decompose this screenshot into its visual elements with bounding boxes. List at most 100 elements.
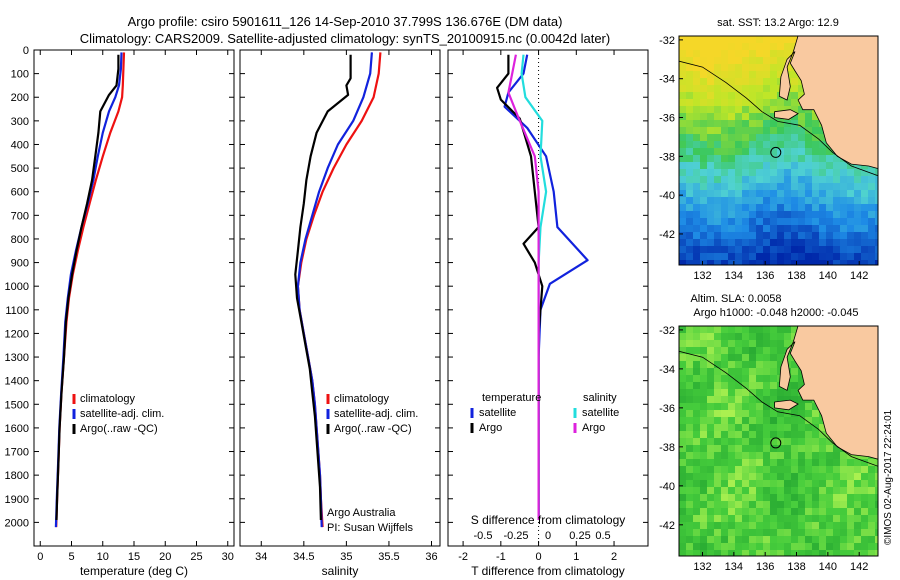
- sst-map-cell: [700, 134, 708, 142]
- sst-map-cell: [707, 169, 715, 177]
- sla-map-cell: [735, 494, 743, 502]
- sst-map-cell: [763, 239, 771, 247]
- sst-map-cell: [777, 218, 785, 226]
- sst-map-cell: [763, 232, 771, 240]
- sla-map-cell: [693, 375, 701, 383]
- sla-map-cell: [700, 494, 708, 502]
- sst-map-cell: [770, 155, 778, 163]
- sst-map-cell: [763, 162, 771, 170]
- sla-map-cell: [749, 333, 757, 341]
- sla-map-cell: [868, 473, 876, 481]
- sla-map-cell: [721, 354, 729, 362]
- sst-map-cell: [749, 176, 757, 184]
- sst-map-cell: [735, 134, 743, 142]
- sla-map-cell: [812, 438, 820, 446]
- sla-map-cell: [721, 515, 729, 523]
- sst-map-cell: [875, 232, 878, 240]
- sla-map-cell: [875, 501, 878, 509]
- sst-map-cell: [854, 190, 862, 198]
- sla-map-cell: [714, 382, 722, 390]
- sla-map-cell: [805, 431, 813, 439]
- sla-map-cell: [861, 480, 869, 488]
- sla-map-cell: [798, 403, 806, 411]
- sst-map-cell: [826, 253, 834, 261]
- sst-map-cell: [875, 197, 878, 205]
- sla-map-cell: [847, 466, 855, 474]
- salinity-frame: [239, 49, 441, 547]
- sla-map-cell: [847, 536, 855, 544]
- sst-map-cell: [728, 246, 736, 254]
- sst-map-cell: [742, 253, 750, 261]
- sla-map-cell: [868, 522, 876, 530]
- sla-map-cell: [735, 340, 743, 348]
- sst-map-cell: [756, 92, 764, 100]
- sla-map-cell: [735, 424, 743, 432]
- s-diff-tick-label: -0.25: [503, 530, 528, 542]
- sst-map-cell: [798, 141, 806, 149]
- sst-map-cell: [875, 169, 878, 177]
- sst-map-cell: [679, 225, 687, 233]
- sla-map-cell: [721, 431, 729, 439]
- sla-map-cell: [777, 410, 785, 418]
- sst-map-cell: [777, 260, 785, 265]
- sst-map-cell: [861, 232, 869, 240]
- sst-map-cell: [812, 197, 820, 205]
- sst-map-cell: [686, 106, 694, 114]
- sst-map-cell: [735, 253, 743, 261]
- sst-map-cell: [826, 176, 834, 184]
- sla-map-cell: [686, 424, 694, 432]
- sla-map-cell: [854, 452, 862, 460]
- sla-map-cell: [798, 431, 806, 439]
- sla-map-cell: [840, 494, 848, 502]
- sst-map-cell: [812, 211, 820, 219]
- sst-map-cell: [847, 225, 855, 233]
- sst-map-cell: [875, 190, 878, 198]
- sla-map-cell: [756, 501, 764, 509]
- sla-map-cell: [700, 340, 708, 348]
- sla-map-cell: [735, 333, 743, 341]
- sla-map-cell: [679, 424, 687, 432]
- sla-map-cell: [714, 438, 722, 446]
- sla-map-cell: [693, 473, 701, 481]
- sla-map-cell: [686, 452, 694, 460]
- sst-map-cell: [686, 211, 694, 219]
- sla-map-cell: [819, 508, 827, 516]
- sst-map-cell: [721, 232, 729, 240]
- sst-map-cell: [707, 92, 715, 100]
- sst-map-cell: [819, 197, 827, 205]
- diff-legend-label: satellite: [479, 407, 516, 419]
- sla-map-cell: [679, 347, 687, 355]
- sst-map-cell: [721, 204, 729, 212]
- depth-tick-label: 600: [11, 187, 29, 199]
- sla-map-cell: [735, 543, 743, 551]
- sla-map-cell: [777, 354, 785, 362]
- sst-map-cell: [707, 85, 715, 93]
- sla-map-cell: [749, 347, 757, 355]
- sst-map-cell: [707, 127, 715, 135]
- sst-map-cell: [714, 85, 722, 93]
- sst-map-cell: [770, 50, 778, 58]
- sla-map-cell: [721, 361, 729, 369]
- sla-map-ytick-label: -42: [659, 520, 675, 532]
- sla-map-cell: [728, 361, 736, 369]
- sst-map-cell: [742, 225, 750, 233]
- sst-map-cell: [784, 211, 792, 219]
- sla-map-cell: [749, 515, 757, 523]
- sla-map-cell: [833, 452, 841, 460]
- sla-map-cell: [700, 480, 708, 488]
- sla-map-cell: [742, 501, 750, 509]
- sla-map-cell: [707, 340, 715, 348]
- sla-map-cell: [714, 410, 722, 418]
- sst-map-cell: [728, 260, 736, 265]
- sst-map-cell: [784, 253, 792, 261]
- sst-map-cell: [770, 253, 778, 261]
- sst-map-cell: [679, 50, 687, 58]
- sst-map-cell: [791, 162, 799, 170]
- sla-map-cell: [798, 382, 806, 390]
- sst-map-cell: [777, 64, 785, 72]
- sst-map-cell: [868, 211, 876, 219]
- sla-map-cell: [770, 417, 778, 425]
- sla-map-cell: [812, 431, 820, 439]
- sst-map-cell: [714, 155, 722, 163]
- sla-map-cell: [840, 501, 848, 509]
